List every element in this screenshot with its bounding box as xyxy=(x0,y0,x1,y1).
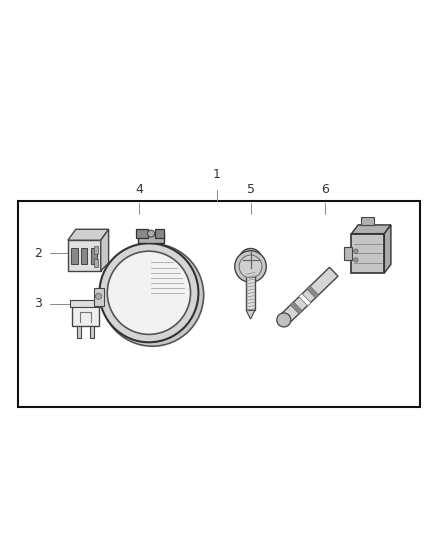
Bar xyxy=(246,271,255,310)
Text: 3: 3 xyxy=(34,297,42,310)
Text: 4: 4 xyxy=(135,183,143,197)
Bar xyxy=(94,246,98,254)
Circle shape xyxy=(353,258,358,262)
Text: 2: 2 xyxy=(34,247,42,260)
Circle shape xyxy=(353,249,358,253)
Polygon shape xyxy=(299,294,311,306)
Polygon shape xyxy=(279,268,338,325)
Bar xyxy=(70,300,101,307)
Circle shape xyxy=(239,248,262,271)
Circle shape xyxy=(277,313,291,327)
Circle shape xyxy=(99,243,198,342)
Polygon shape xyxy=(101,229,109,271)
Circle shape xyxy=(235,251,266,282)
Polygon shape xyxy=(68,229,109,240)
Text: 6: 6 xyxy=(321,183,329,197)
Bar xyxy=(18,201,420,407)
Circle shape xyxy=(239,255,262,278)
Bar xyxy=(94,287,104,306)
Circle shape xyxy=(107,251,191,334)
Bar xyxy=(343,247,352,260)
Circle shape xyxy=(95,293,102,300)
Bar xyxy=(361,217,374,225)
Text: 5: 5 xyxy=(247,183,254,197)
Bar xyxy=(77,326,81,338)
Bar xyxy=(72,304,99,326)
Bar xyxy=(138,233,164,243)
Bar xyxy=(136,229,148,238)
Bar xyxy=(81,248,87,264)
Bar xyxy=(71,248,78,264)
Circle shape xyxy=(148,230,155,237)
Bar xyxy=(90,326,94,338)
Text: 1: 1 xyxy=(213,168,221,181)
FancyBboxPatch shape xyxy=(351,233,384,273)
Polygon shape xyxy=(290,302,303,314)
Polygon shape xyxy=(351,225,391,233)
Polygon shape xyxy=(246,310,255,319)
Bar xyxy=(94,259,98,266)
Polygon shape xyxy=(307,286,319,298)
Bar xyxy=(155,229,164,238)
Bar xyxy=(68,240,101,271)
Bar xyxy=(91,248,97,264)
Circle shape xyxy=(101,244,204,346)
Polygon shape xyxy=(384,225,391,273)
